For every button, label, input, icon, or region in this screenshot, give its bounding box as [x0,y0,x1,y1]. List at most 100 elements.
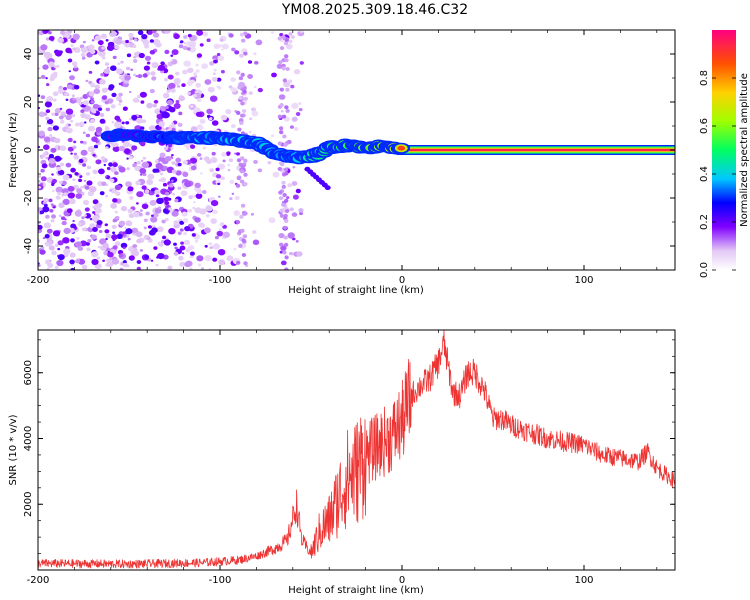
noise-speck [54,265,59,270]
noise-speck [126,167,130,171]
noise-speck [135,231,143,238]
noise-speck [195,82,201,88]
noise-speck [241,238,246,243]
noise-speck [299,211,303,216]
noise-speck [81,102,84,105]
noise-speck [99,112,105,117]
noise-speck [184,226,191,232]
noise-speck [171,210,179,217]
noise-speck [180,241,185,245]
noise-speck [43,151,47,155]
noise-speck [153,99,159,104]
noise-speck [279,242,284,247]
noise-speck [100,33,107,39]
noise-speck [215,167,220,172]
noise-speck [175,157,182,163]
noise-speck [83,121,87,124]
noise-speck [282,134,287,139]
noise-speck [85,242,90,246]
noise-speck [154,189,160,195]
noise-speck [69,75,75,81]
noise-speck [128,255,135,261]
x-tick-label: 100 [574,575,593,586]
noise-speck [283,81,291,88]
colorbar: 0.0 0.2 0.4 0.6 0.8 Normalized spectral ampl… [699,30,750,278]
noise-speck [161,240,165,243]
noise-speck [179,228,184,232]
noise-speck [183,35,188,39]
noise-speck [240,228,245,233]
noise-speck [239,179,245,184]
noise-speck [56,166,62,171]
noise-speck [190,126,198,132]
noise-speck [51,173,54,176]
noise-speck [74,210,83,217]
noise-speck [122,262,128,268]
noise-speck [88,186,97,193]
noise-speck [70,238,75,243]
noise-speck [125,228,133,235]
noise-speck [65,114,72,121]
noise-speck [243,182,248,186]
noise-speck [281,184,286,189]
noise-speck [90,100,95,104]
noise-speck [45,214,50,219]
noise-speck [200,172,203,175]
noise-speck [156,197,164,205]
noise-speck [137,74,143,79]
noise-speck [278,126,284,131]
noise-speck [238,76,244,81]
noise-speck [216,77,222,82]
noise-speck [289,125,294,129]
noise-speck [283,242,289,247]
noise-speck [181,83,186,87]
noise-speck [105,233,112,239]
noise-speck [240,101,245,106]
noise-speck [139,173,143,176]
noise-speck [87,125,96,132]
noise-speck [126,66,131,71]
noise-speck [64,92,68,96]
noise-speck [52,230,61,237]
noise-speck [105,146,109,150]
noise-speck [187,33,192,38]
noise-speck [131,145,138,151]
noise-speck [45,259,52,265]
noise-speck [182,218,189,223]
noise-speck [40,74,46,79]
snr-xlabel: Height of straight line (km) [288,585,424,596]
noise-speck [253,85,257,89]
noise-speck [175,170,182,176]
ridge-blob [324,185,331,191]
noise-speck [96,220,103,226]
noise-speck [72,66,79,72]
noise-speck [81,264,88,270]
noise-speck [147,225,152,229]
noise-speck [126,157,129,160]
noise-speck [158,156,165,162]
noise-speck [133,247,138,251]
noise-speck [122,127,125,130]
noise-speck [221,48,224,51]
noise-speck [51,178,58,184]
noise-speck [295,240,299,243]
noise-speck [271,31,274,34]
noise-speck [46,118,54,125]
noise-speck [44,234,50,239]
noise-speck [212,159,217,163]
noise-speck [218,259,226,266]
noise-speck [160,61,165,66]
noise-speck [183,42,186,45]
noise-speck [213,43,220,49]
noise-speck [91,251,99,258]
noise-speck [280,245,287,251]
noise-speck [179,40,184,44]
noise-speck [282,193,287,197]
noise-speck [199,118,206,124]
y-tick-label: 0 [23,147,34,153]
noise-speck [288,32,293,36]
noise-speck [157,64,166,71]
noise-speck [279,213,285,218]
noise-speck [178,255,184,261]
noise-speck [106,166,111,171]
